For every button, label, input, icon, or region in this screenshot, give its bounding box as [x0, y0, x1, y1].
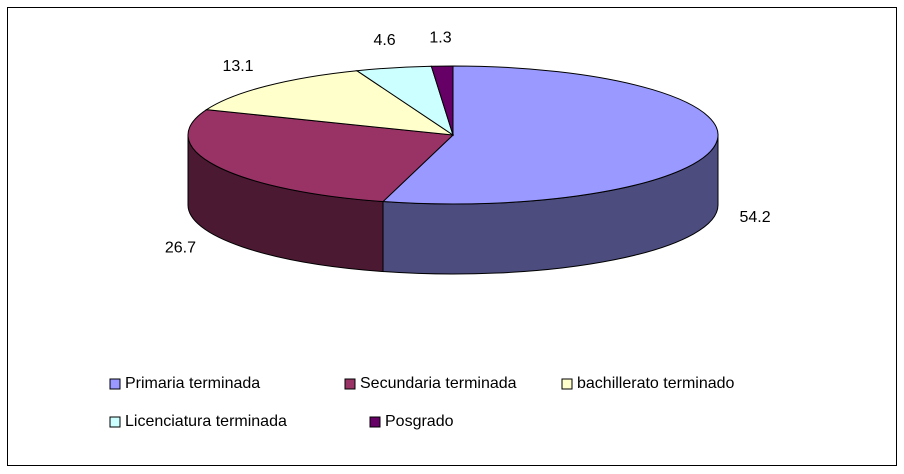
data-label: 13.1: [222, 58, 253, 75]
legend-label: Licenciatura terminada: [125, 413, 287, 430]
legend-label: Secundaria terminada: [360, 375, 517, 392]
legend-swatch: [109, 378, 121, 390]
legend-swatch: [109, 416, 121, 428]
slice: [430, 65, 454, 136]
legend-label: Posgrado: [385, 413, 454, 430]
legend-label: bachillerato terminado: [577, 375, 735, 392]
legend-swatch: [344, 378, 356, 390]
data-label: 1.3: [429, 30, 451, 47]
slice: [187, 109, 455, 203]
slice: [381, 65, 719, 205]
data-label: 54.2: [739, 209, 770, 226]
data-label: 4.6: [373, 32, 395, 49]
slice: [205, 70, 454, 136]
legend-label: Primaria terminada: [125, 375, 260, 392]
data-label: 26.7: [165, 239, 196, 256]
legend-swatch: [561, 378, 573, 390]
legend-swatch: [369, 416, 381, 428]
